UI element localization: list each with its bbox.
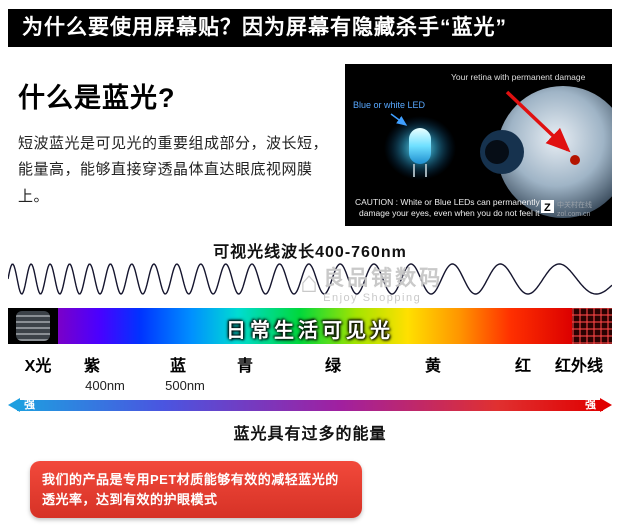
retina-damage-spot [570,155,580,165]
zol-watermark-url: zol.com.cn [557,211,591,218]
visible-light-gradient [58,308,572,344]
mark-400nm: 400nm [85,378,125,393]
intro-heading: 什么是蓝光? [18,83,176,113]
spectrum-labels: X光 紫 蓝 青 绿 黄 红 红外线 [0,352,620,375]
shop-watermark-text: 良品铺数码 Enjoy Shopping [323,267,444,305]
visible-light-label: 日常生活可见光 [226,320,394,342]
label-xray: X光 [24,358,52,375]
top-banner: 为什么要使用屏幕贴？因为屏幕有隐藏杀手“蓝光” [8,9,612,47]
label-infrared: 红外线 [554,358,604,375]
shop-slogan: Enjoy Shopping [323,292,422,304]
label-green: 绿 [324,358,342,375]
infrared-segment [572,308,612,344]
energy-arrow-bar [17,400,603,411]
pupil [485,140,509,164]
led-label: Blue or white LED [353,100,426,110]
zol-watermark-cn: 中关村在线 [557,200,592,209]
xray-image [16,311,50,341]
wave-path [8,263,612,295]
xray-segment [8,308,58,344]
strong-label-left: 强 [24,399,35,411]
red-arrow [505,90,571,153]
zol-logo-icon [541,200,554,213]
blue-arrow [390,113,408,126]
zol-logo-letter: Z [544,202,551,214]
retina-label: Your retina with permanent damage [451,72,586,82]
shop-watermark: ⌂ 良品铺数码 Enjoy Shopping [300,266,444,305]
arrow-right-tip [600,398,612,412]
strong-label-right: 强 [585,399,596,411]
label-violet: 紫 [83,358,101,375]
led-icon [409,128,431,164]
footer-note: 我们的产品是专用PET材质能够有效的减轻蓝光的透光率，达到有效的护眼模式 [30,461,362,518]
shop-name: 良品铺数码 [323,267,444,290]
intro-body: 短波蓝光是可见光的重要组成部分，波长短，能量高，能够直接穿透晶体直达眼底视网膜上… [18,135,329,205]
eye-illustration: Blue or white LED Your retina with perma… [345,64,612,226]
energy-arrow: 强 强 [8,398,612,413]
label-cyan: 青 [236,358,254,375]
intro-section: 什么是蓝光? 短波蓝光是可见光的重要组成部分，波长短，能量高，能够直接穿透晶体直… [18,76,340,210]
label-blue: 蓝 [169,358,187,375]
mark-500nm: 500nm [165,378,205,393]
banner-title: 为什么要使用屏幕贴？因为屏幕有隐藏杀手“蓝光” [22,16,507,39]
caution-line-1: CAUTION : White or Blue LEDs can permane… [355,197,540,207]
pavilion-logo-icon: ⌂ [300,266,319,299]
label-yellow: 黄 [424,358,442,375]
eye-diagram-svg: Blue or white LED Your retina with perma… [345,64,612,226]
label-red: 红 [514,358,532,375]
spectrum-bar: 日常生活可见光 [8,308,612,344]
energy-caption: 蓝光具有过多的能量 [233,426,387,443]
caution-line-2: damage your eyes, even when you do not f… [359,208,540,218]
arrow-left-tip [8,398,20,412]
spectrum-title: 可视光线波长400-760nm [213,244,407,261]
wave-graphic [8,263,612,295]
